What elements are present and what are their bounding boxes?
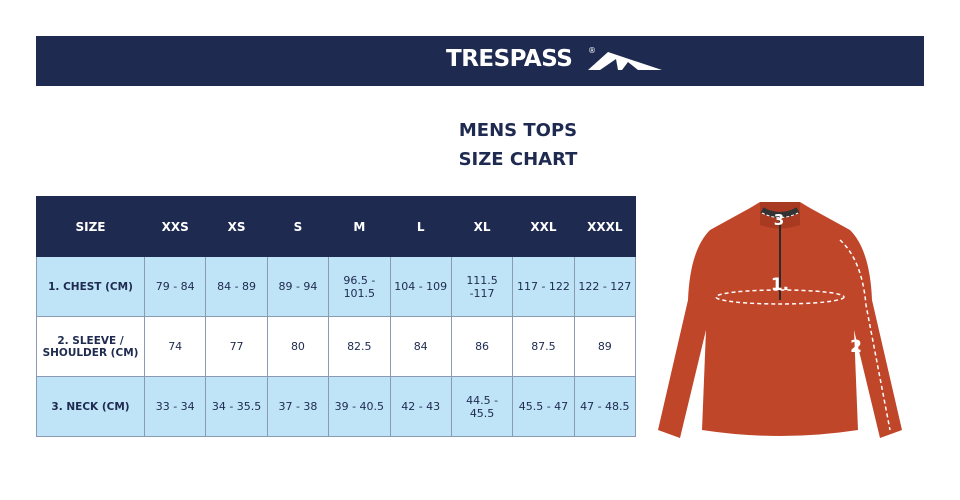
cell: 45.5 - 47 — [512, 376, 575, 437]
table-row: 3. NECK (CM) 33 - 34 34 - 35.5 37 - 38 39 - … — [36, 376, 637, 437]
cell: 87.5 — [512, 316, 575, 377]
brand: TRESPASS — [446, 46, 573, 72]
cell: 47 - 48.5 — [573, 376, 637, 437]
banner: TRESPASS ® — [36, 36, 924, 86]
column-header: SIZE — [36, 196, 145, 257]
size-table: SIZE XXS XS S M L XL XXL XXXL 1. CHEST (CM) 79 - … — [36, 196, 637, 437]
cell: 84 - 89 — [205, 256, 268, 317]
cell: 79 - 84 — [143, 256, 207, 317]
cell: 82.5 — [328, 316, 391, 377]
row-label: 1. CHEST (CM) — [36, 256, 145, 317]
cell: 111.5 -117 — [450, 256, 514, 317]
cell: 122 - 127 — [573, 256, 637, 317]
cell: 89 — [573, 316, 637, 377]
cell: 77 — [205, 316, 268, 377]
cell: 104 - 109 — [389, 256, 452, 317]
title-line: MENS TOPS — [458, 120, 578, 141]
cell: 86 — [450, 316, 514, 377]
cell: 84 — [389, 316, 452, 377]
column-header: L — [389, 196, 452, 257]
table-row: 1. CHEST (CM) 79 - 84 84 - 89 89 - 94 96.5 -… — [36, 256, 637, 317]
header-row: SIZE XXS XS S M L XL XXL XXXL — [36, 196, 637, 257]
cell: 96.5 - 101.5 — [328, 256, 391, 317]
column-header: XXS — [143, 196, 207, 257]
table-row: 2. SLEEVE / SHOULDER (CM) 74 77 80 82.5 84 86 8… — [36, 316, 637, 377]
row-label: 3. NECK (CM) — [36, 376, 145, 437]
column-header: M — [328, 196, 391, 257]
column-header: XL — [450, 196, 514, 257]
cell: 89 - 94 — [266, 256, 330, 317]
cell: 37 - 38 — [266, 376, 330, 437]
column-header: XXXL — [573, 196, 637, 257]
cell: 80 — [266, 316, 330, 377]
logo-stripes — [588, 52, 662, 70]
cell: 33 - 34 — [143, 376, 207, 437]
cell: 117 - 122 — [512, 256, 575, 317]
cell: 34 - 35.5 — [205, 376, 268, 437]
cell: 74 — [143, 316, 207, 377]
registered-mark: ® — [588, 46, 596, 55]
row-label: 2. SLEEVE / SHOULDER (CM) — [36, 316, 145, 377]
column-header: XS — [205, 196, 268, 257]
cell: 42 - 43 — [389, 376, 452, 437]
title-line: SIZE CHART — [458, 149, 578, 170]
diagram-label: 2 — [850, 337, 862, 357]
cell: 44.5 - 45.5 — [450, 376, 514, 437]
diagram-label: 1. — [771, 275, 789, 295]
column-header: XXL — [512, 196, 575, 257]
cell: 39 - 40.5 — [328, 376, 391, 437]
diagram-label: 3 — [774, 211, 784, 229]
column-header: S — [266, 196, 330, 257]
jacket-diagram: 1. 2 3 — [658, 202, 902, 438]
